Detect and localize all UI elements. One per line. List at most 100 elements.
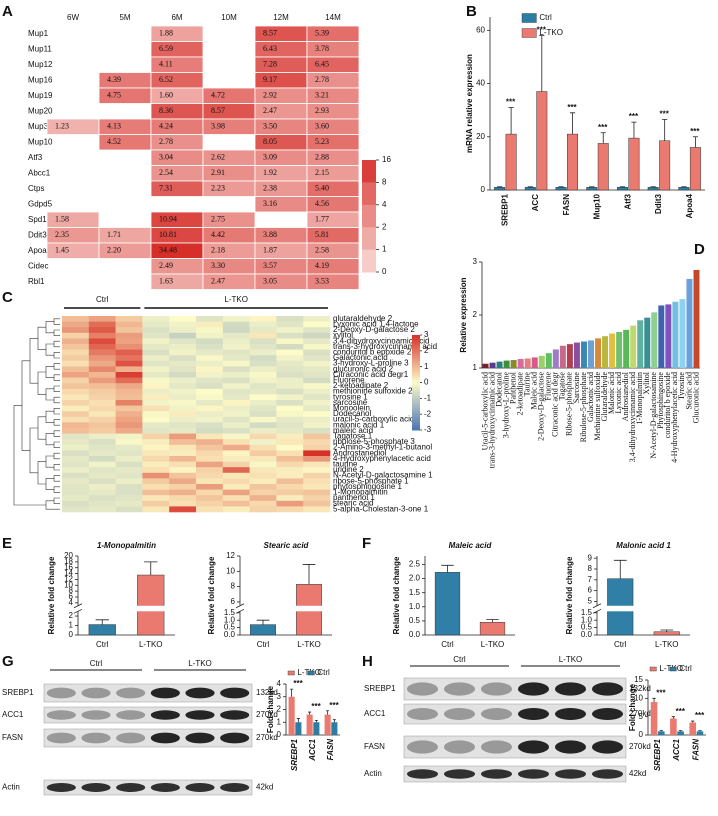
colorbar-segment bbox=[362, 182, 376, 206]
error-bar bbox=[678, 730, 683, 732]
x-tick-label: SREBP1 bbox=[290, 738, 299, 771]
heatmap-cell bbox=[88, 495, 116, 502]
blot-band bbox=[406, 682, 439, 696]
cell-label: 1.87 bbox=[263, 246, 277, 255]
heatmap-cell bbox=[62, 478, 90, 485]
heatmap-cell bbox=[222, 444, 250, 451]
bar bbox=[657, 731, 665, 735]
heatmap-cell bbox=[276, 377, 304, 384]
heatmap-cell bbox=[115, 461, 143, 468]
colorbar-segment bbox=[362, 227, 376, 251]
panel-label: B bbox=[466, 3, 477, 20]
heatmap-cell bbox=[222, 355, 250, 362]
bar bbox=[324, 714, 331, 735]
bar bbox=[580, 341, 587, 368]
colorbar-label: 2 bbox=[382, 222, 387, 231]
dendrogram-branch bbox=[53, 486, 60, 493]
x-tick-label: Uracil-5-carboxylic acid bbox=[480, 372, 489, 450]
x-tick-label: L-TKO bbox=[481, 640, 505, 649]
heatmap-cell bbox=[249, 388, 277, 395]
cell-label: 1.71 bbox=[107, 230, 121, 239]
error-bar bbox=[527, 186, 533, 188]
heatmap-cell bbox=[222, 484, 250, 490]
heatmap-cell bbox=[276, 360, 304, 367]
x-tick-label: Ctrl bbox=[96, 640, 109, 649]
heatmap-cell bbox=[303, 411, 331, 418]
colorbar-segment bbox=[412, 399, 420, 402]
colorbar-segment bbox=[362, 249, 376, 273]
blot-band bbox=[406, 740, 439, 754]
heatmap-cell bbox=[222, 411, 250, 418]
y-tick-label: 1.5 bbox=[409, 588, 421, 597]
heatmap-cell bbox=[196, 489, 224, 496]
bar bbox=[628, 137, 640, 191]
heatmap-cell bbox=[196, 456, 224, 462]
blot-band bbox=[116, 732, 146, 744]
bar bbox=[609, 333, 616, 368]
heatmap-cell bbox=[249, 377, 277, 384]
colorbar-segment bbox=[412, 406, 420, 410]
heatmap-cell bbox=[196, 500, 224, 507]
heatmap-cell bbox=[222, 338, 250, 345]
heatmap-cell bbox=[115, 411, 143, 418]
size-label: 42kd bbox=[629, 769, 646, 778]
error-bar bbox=[558, 186, 564, 188]
cell-label: 3.04 bbox=[159, 153, 173, 162]
blot-band bbox=[81, 710, 111, 720]
y-axis-label: Relative fold change bbox=[47, 556, 56, 634]
legend-swatch bbox=[521, 28, 537, 38]
x-tick-label: Ctrl bbox=[441, 640, 454, 649]
heatmap-cell bbox=[88, 366, 116, 373]
colorbar-segment bbox=[412, 382, 420, 386]
heatmap-cell bbox=[222, 372, 250, 378]
bar bbox=[559, 345, 566, 368]
heatmap-cell bbox=[303, 472, 331, 479]
heatmap-cell bbox=[88, 316, 116, 322]
heatmap-cell bbox=[62, 461, 90, 468]
size-label: 132kd bbox=[256, 688, 278, 697]
heatmap-cell bbox=[303, 422, 331, 429]
heatmap-cell bbox=[249, 478, 277, 485]
colorbar-segment bbox=[412, 363, 420, 367]
heatmap-cell bbox=[249, 344, 277, 350]
blot-band bbox=[517, 682, 550, 696]
heatmap-cell bbox=[142, 338, 170, 345]
heatmap-cell bbox=[142, 372, 170, 378]
significance: *** bbox=[659, 110, 669, 119]
bar bbox=[482, 363, 489, 368]
dendrogram-branch bbox=[53, 318, 60, 325]
blot-band bbox=[554, 740, 587, 754]
bar bbox=[313, 722, 320, 735]
heatmap-cell bbox=[276, 439, 304, 446]
x-tick-label: 2-Deoxy-D-galactose bbox=[537, 372, 546, 441]
error-bar bbox=[692, 136, 698, 148]
dendrogram-branch bbox=[53, 419, 60, 426]
error-bar bbox=[613, 559, 627, 579]
colorbar-segment bbox=[412, 375, 420, 379]
heatmap-cell bbox=[303, 355, 331, 362]
heatmap-cell bbox=[88, 327, 116, 334]
cell-label: 1.88 bbox=[159, 29, 173, 38]
row-label: Mup20 bbox=[28, 106, 53, 115]
heatmap-cell bbox=[88, 360, 116, 367]
cell-label: 4.42 bbox=[211, 230, 225, 239]
colorbar-segment bbox=[412, 420, 420, 424]
heatmap-cell bbox=[88, 411, 116, 418]
cell-label: 1.77 bbox=[315, 215, 329, 224]
heatmap-cell bbox=[169, 349, 197, 356]
error-bar bbox=[95, 619, 109, 625]
cell-label: 4.19 bbox=[315, 261, 329, 270]
cell-label: 3.16 bbox=[263, 199, 277, 208]
row-label: Abcc1 bbox=[28, 168, 51, 177]
heatmap-cell bbox=[169, 332, 197, 339]
error-bar bbox=[589, 186, 595, 188]
blot-band bbox=[591, 740, 624, 754]
heatmap-cell bbox=[62, 349, 90, 356]
blot-band bbox=[591, 769, 624, 779]
error-bar bbox=[539, 35, 545, 92]
bar bbox=[602, 336, 609, 368]
bar bbox=[651, 312, 658, 368]
row-label: ribulose-5-phosphate 3 bbox=[333, 437, 415, 446]
significance: *** bbox=[537, 26, 547, 35]
heatmap-cell bbox=[115, 355, 143, 362]
